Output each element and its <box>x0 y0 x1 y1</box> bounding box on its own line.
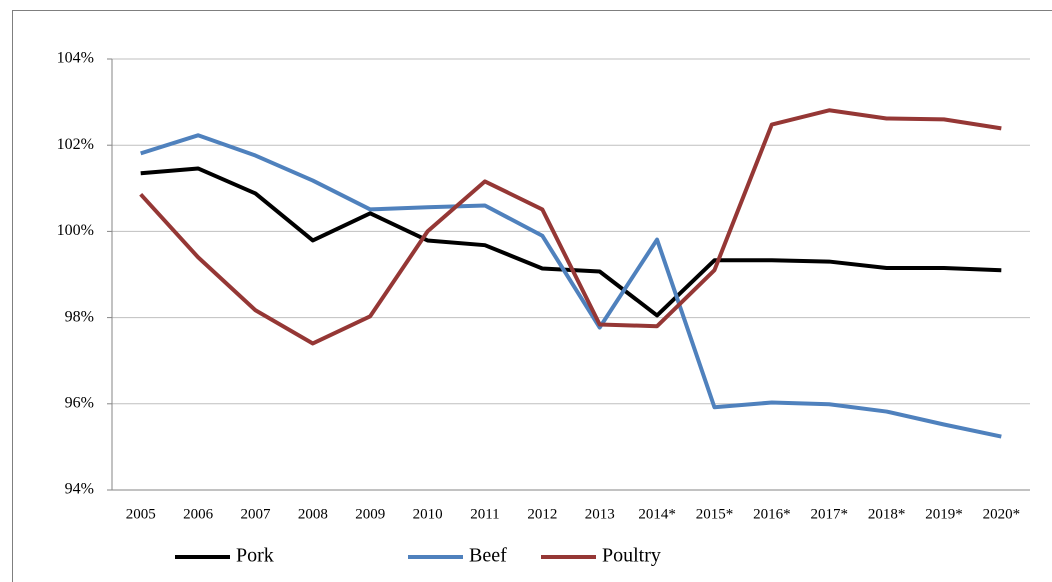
x-tick-label: 2013 <box>585 506 615 522</box>
y-tick-label: 96% <box>65 394 94 411</box>
y-tick-label: 98% <box>65 308 94 325</box>
x-tick-label: 2006 <box>183 506 214 522</box>
y-tick-label: 100% <box>57 222 94 239</box>
legend-label: Beef <box>469 545 507 567</box>
x-tick-label: 2018* <box>868 506 906 522</box>
y-tick-label: 94% <box>65 481 94 498</box>
y-tick-label: 102% <box>57 136 94 153</box>
x-tick-label: 2005 <box>126 506 156 522</box>
x-tick-label: 2016* <box>753 506 791 522</box>
x-tick-label: 2015* <box>696 506 734 522</box>
x-tick-label: 2009 <box>355 506 385 522</box>
x-tick-label: 2014* <box>638 506 676 522</box>
x-tick-label: 2012 <box>527 506 557 522</box>
y-tick-label: 104% <box>57 50 94 67</box>
line-series <box>139 108 1002 346</box>
line-series <box>140 133 1002 439</box>
x-tick-label: 2008 <box>298 506 328 522</box>
legend-label: Pork <box>236 545 274 567</box>
x-tick-label: 2011 <box>470 506 499 522</box>
line-series <box>140 166 1002 318</box>
x-tick-label: 2019* <box>925 506 963 522</box>
x-tick-label: 2010 <box>413 506 443 522</box>
legend-label: Poultry <box>602 545 661 567</box>
x-tick-label: 2017* <box>810 506 848 522</box>
x-tick-label: 2007 <box>240 506 271 522</box>
chart-border <box>12 10 1052 582</box>
x-tick-label: 2020* <box>983 506 1021 522</box>
